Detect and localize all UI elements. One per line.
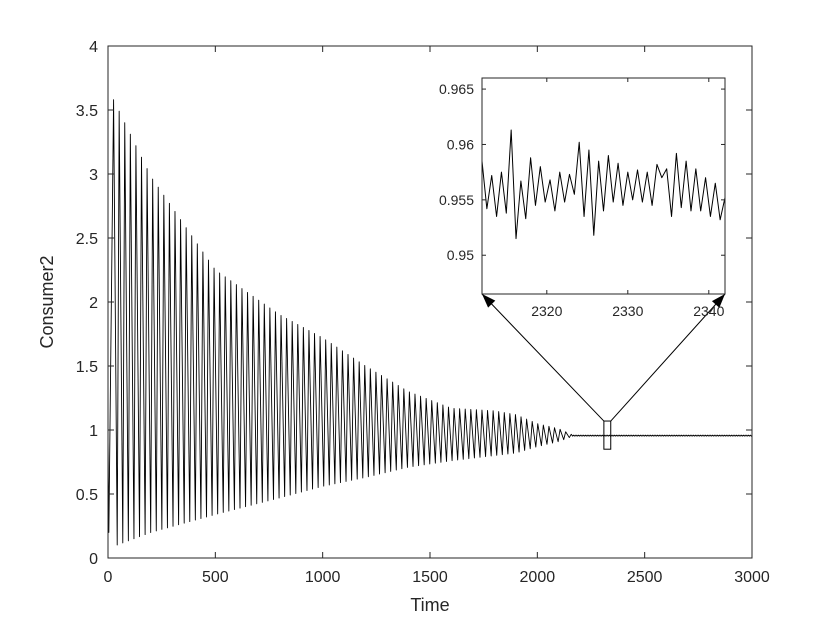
inset-axes: 2320 2330 2340 0.95 0.955 0.96 0.965 [439, 77, 726, 319]
y-tick-label: 3 [89, 167, 98, 184]
inset-y-tick-label: 0.965 [439, 81, 474, 97]
inset-x-ticks: 2320 2330 2340 [531, 78, 725, 319]
main-x-ticks: 0 500 1000 1500 2000 2500 3000 [104, 46, 770, 586]
inset-y-tick-label: 0.95 [447, 247, 474, 263]
zoom-box [603, 420, 612, 450]
main-series-group [107, 99, 753, 546]
y-axis-label: Consumer2 [37, 255, 57, 348]
zoom-connector-line [610, 293, 726, 422]
x-axis-label: Time [410, 595, 449, 615]
y-tick-label: 3.5 [76, 103, 98, 120]
zoom-arrowhead [482, 294, 496, 308]
y-tick-label: 0 [89, 551, 98, 568]
inset-y-tick-label: 0.96 [447, 136, 474, 152]
x-tick-label: 3000 [734, 569, 770, 586]
y-tick-label: 1 [89, 423, 98, 440]
zoom-connector-line [481, 293, 605, 422]
y-tick-label: 2 [89, 295, 98, 312]
inset-y-tick-label: 0.955 [439, 192, 474, 208]
x-tick-label: 2500 [627, 569, 663, 586]
y-tick-label: 1.5 [76, 359, 98, 376]
inset-series-group [482, 129, 725, 240]
inset-y-ticks: 0.95 0.955 0.96 0.965 [439, 81, 725, 263]
x-tick-label: 500 [202, 569, 229, 586]
inset-series-line [482, 129, 725, 240]
y-tick-label: 0.5 [76, 487, 98, 504]
main-axes: 0 500 1000 1500 2000 2500 3000 0 0.5 1 1.5 2 2.5 3 3.… [37, 39, 770, 615]
x-tick-label: 2000 [520, 569, 556, 586]
zoom-arrowhead [711, 294, 725, 308]
x-tick-label: 0 [104, 569, 113, 586]
x-tick-label: 1500 [412, 569, 448, 586]
inset-axes-frame [481, 77, 726, 295]
y-tick-label: 4 [89, 39, 98, 56]
inset-x-tick-label: 2340 [693, 303, 724, 319]
x-tick-label: 1000 [305, 569, 341, 586]
y-tick-label: 2.5 [76, 231, 98, 248]
zoom-connector-arrows [481, 293, 726, 422]
main-y-ticks: 0 0.5 1 1.5 2 2.5 3 3.5 4 [76, 39, 752, 568]
inset-x-tick-label: 2320 [531, 303, 562, 319]
inset-background [482, 78, 725, 294]
main-series-line [107, 99, 753, 546]
inset-x-tick-label: 2330 [612, 303, 643, 319]
